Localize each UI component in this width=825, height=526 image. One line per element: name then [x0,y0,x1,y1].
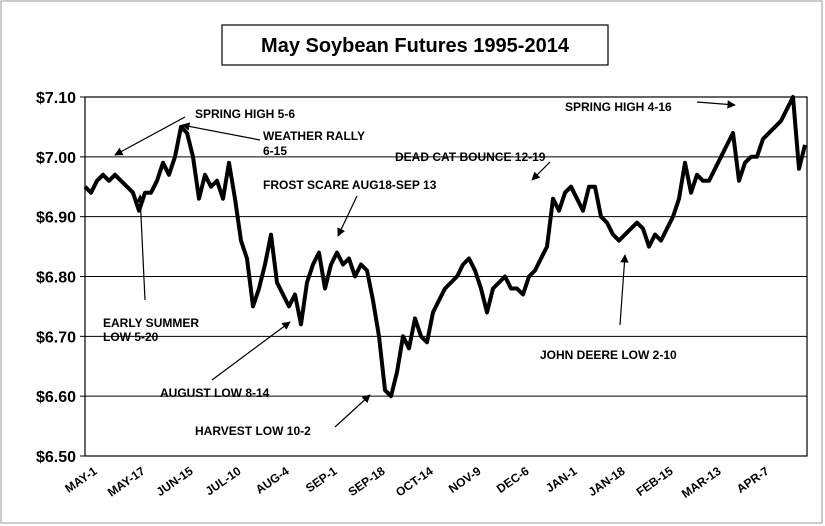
annotation: SPRING HIGH 4-16 [565,100,672,114]
annotation: WEATHER RALLY [263,129,365,143]
arrow [696,100,736,109]
arrow [337,195,358,237]
y-tick-label: $6.50 [36,449,76,466]
annotation: DEAD CAT BOUNCE 12-19 [395,150,546,164]
arrow [136,194,146,301]
price-line [83,95,807,399]
y-tick-label: $6.60 [36,389,76,406]
plot-area [84,96,808,457]
y-tick-label: $7.10 [36,90,76,107]
y-tick-label: $6.90 [36,210,76,227]
arrow [531,161,551,181]
title-box [221,24,609,66]
arrows [114,100,736,428]
annotation: SPRING HIGH 5-6 [195,107,295,121]
y-tick-label: $7.00 [36,150,76,167]
arrow [114,116,186,156]
annotation: 6-15 [263,144,287,158]
annotation: HARVEST LOW 10-2 [195,424,311,438]
annotation: FROST SCARE AUG18-SEP 13 [263,178,437,192]
marks [83,95,807,399]
annotation: AUGUST LOW 8-14 [160,386,270,400]
annotation: EARLY SUMMER [103,316,199,330]
y-tick-label: $6.80 [36,270,76,287]
annotation: JOHN DEERE LOW 2-10 [540,348,677,362]
annotation: LOW 5-20 [103,330,159,344]
arrow [211,321,291,381]
y-tick-label: $6.70 [36,329,76,346]
arrow [334,394,371,428]
arrow [181,122,261,141]
chart-title: May Soybean Futures 1995-2014 [261,35,570,57]
arrow [619,254,629,326]
